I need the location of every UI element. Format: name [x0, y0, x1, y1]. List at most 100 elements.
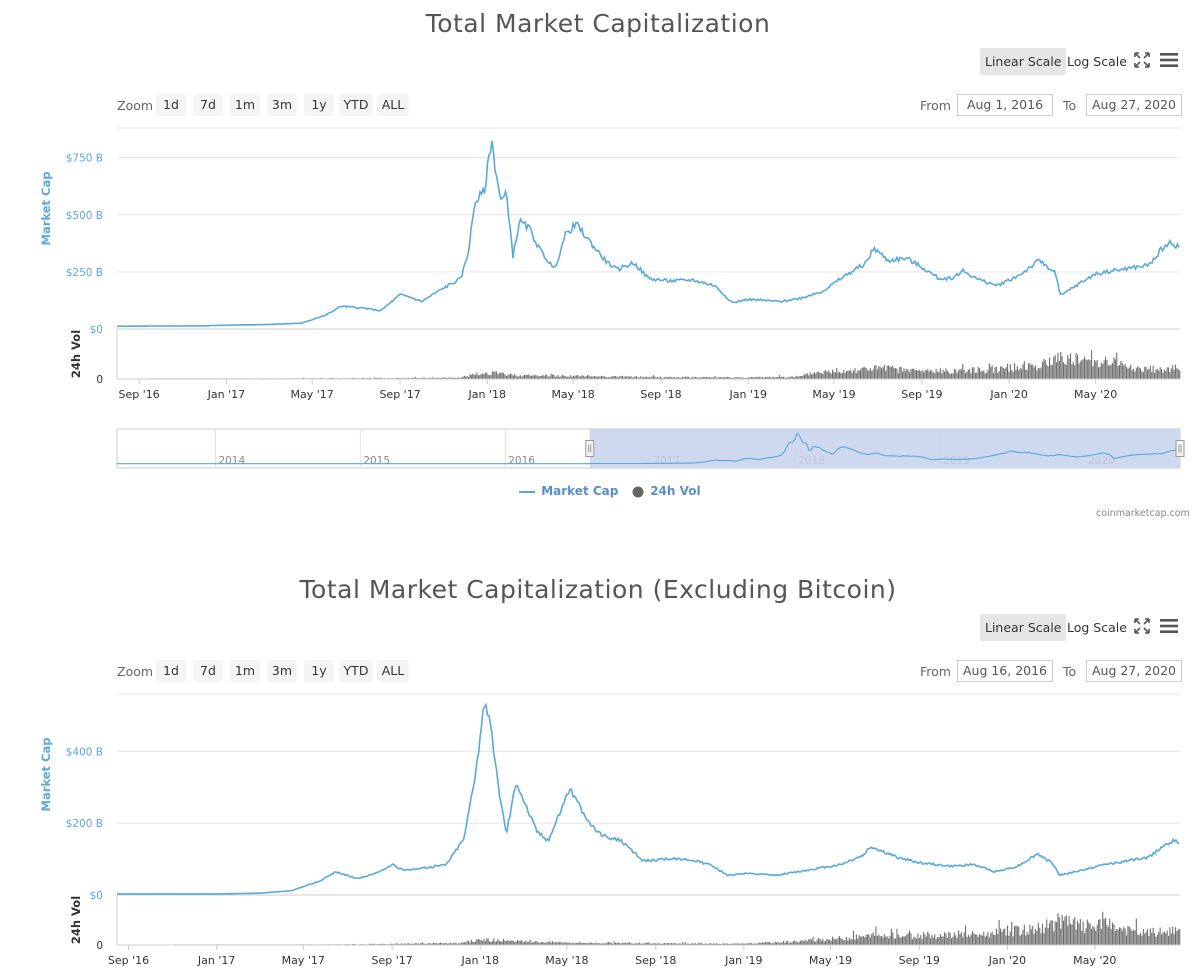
from-date-input[interactable]: Aug 1, 2016: [957, 94, 1053, 116]
zoom-button-1d[interactable]: 1d: [156, 94, 186, 116]
volume-bar: [986, 935, 988, 945]
volume-bar: [826, 371, 828, 379]
volume-bar: [1142, 372, 1144, 379]
volume-bar: [423, 377, 425, 379]
volume-bar: [1021, 934, 1023, 945]
linear-scale-button[interactable]: Linear Scale: [980, 614, 1067, 641]
log-scale-button[interactable]: Log Scale: [1067, 620, 1127, 635]
volume-bar: [609, 942, 611, 945]
volume-bar: [1138, 934, 1140, 945]
zoom-label: Zoom: [117, 98, 154, 113]
volume-bar: [981, 935, 983, 945]
zoom-button-7d[interactable]: 7d: [193, 94, 223, 116]
from-label: From: [920, 664, 951, 679]
zoom-button-1y[interactable]: 1y: [304, 660, 334, 682]
volume-bar: [441, 377, 443, 379]
volume-bar: [444, 377, 446, 379]
x-tick-label: Sep '17: [372, 954, 413, 967]
volume-bar: [955, 369, 957, 379]
volume-bar: [1000, 928, 1002, 945]
volume-bar: [1151, 372, 1153, 379]
zoom-button-1y[interactable]: 1y: [304, 94, 334, 116]
volume-bar: [827, 939, 829, 945]
volume-bar: [1137, 366, 1139, 379]
volume-bar: [759, 376, 761, 379]
zoom-button-3m[interactable]: 3m: [267, 94, 297, 116]
volume-bar: [482, 373, 484, 379]
volume-bar: [466, 376, 468, 379]
volume-bar: [538, 376, 540, 379]
to-date-input[interactable]: Aug 27, 2020: [1086, 660, 1182, 682]
volume-bar: [676, 943, 678, 945]
volume-bar: [473, 942, 475, 945]
legend-volume[interactable]: 24h Vol: [632, 484, 701, 498]
volume-bar: [932, 372, 934, 379]
volume-bar: [713, 943, 715, 945]
zoom-button-all[interactable]: ALL: [377, 660, 409, 682]
volume-bar: [931, 935, 933, 945]
navigator-right-handle[interactable]: [1175, 440, 1185, 457]
navigator-left-handle[interactable]: [585, 440, 595, 457]
volume-bar: [1044, 360, 1046, 379]
volume-bar: [599, 943, 601, 945]
volume-bar: [640, 376, 642, 379]
linear-scale-button[interactable]: Linear Scale: [980, 48, 1067, 75]
volume-bar: [1144, 366, 1146, 379]
volume-bar: [613, 941, 615, 945]
volume-bar: [626, 943, 628, 945]
volume-bar: [847, 940, 849, 945]
y-tick-label: $400 B: [66, 746, 103, 758]
from-date-input[interactable]: Aug 16, 2016: [957, 660, 1053, 682]
zoom-button-7d[interactable]: 7d: [193, 660, 223, 682]
zoom-button-3m[interactable]: 3m: [267, 660, 297, 682]
volume-bar: [1093, 927, 1095, 945]
navigator-year-label: 2015: [363, 455, 390, 467]
volume-bar: [917, 933, 919, 945]
volume-bar: [951, 373, 953, 379]
volume-bar: [514, 941, 516, 945]
zoom-button-1d[interactable]: 1d: [156, 660, 186, 682]
menu-icon[interactable]: [1160, 52, 1178, 68]
zoom-button-all[interactable]: ALL: [377, 94, 409, 116]
credit-link[interactable]: coinmarketcap.com: [1096, 508, 1190, 519]
volume-bar: [675, 942, 677, 945]
volume-bar: [521, 376, 523, 379]
volume-bar: [455, 377, 457, 379]
log-scale-button[interactable]: Log Scale: [1067, 54, 1127, 69]
menu-icon[interactable]: [1160, 618, 1178, 634]
volume-bar: [652, 375, 654, 379]
volume-bar: [930, 938, 932, 945]
volume-bar: [816, 940, 818, 945]
fullscreen-icon[interactable]: [1134, 618, 1150, 634]
volume-bar: [496, 371, 498, 379]
volume-bar: [857, 938, 859, 945]
volume-bar: [629, 377, 631, 379]
x-tick-label: Sep '19: [901, 388, 942, 401]
volume-bar: [470, 939, 472, 945]
zoom-button-ytd[interactable]: YTD: [339, 94, 373, 116]
volume-bar: [652, 943, 654, 945]
volume-bar: [749, 377, 751, 379]
volume-bar: [539, 942, 541, 945]
volume-bar: [853, 930, 855, 945]
zoom-button-1m[interactable]: 1m: [230, 660, 260, 682]
volume-bar: [575, 375, 577, 379]
zoom-button-ytd[interactable]: YTD: [339, 660, 373, 682]
zoom-button-1m[interactable]: 1m: [230, 94, 260, 116]
volume-bar: [879, 936, 881, 945]
y-tick-label: $500 B: [66, 210, 103, 222]
volume-bar: [808, 375, 810, 379]
volume-bar: [692, 377, 694, 379]
volume-bar: [545, 942, 547, 945]
volume-bar: [1044, 927, 1046, 945]
volume-bar: [1168, 935, 1170, 945]
legend-market-cap[interactable]: Market Cap: [519, 484, 618, 498]
volume-bar: [1072, 362, 1074, 379]
to-date-input[interactable]: Aug 27, 2020: [1086, 94, 1182, 116]
volume-bar: [608, 377, 610, 379]
volume-bar: [994, 934, 996, 945]
volume-bar: [620, 376, 622, 379]
volume-bar: [921, 939, 923, 945]
volume-bar: [1119, 927, 1121, 945]
fullscreen-icon[interactable]: [1134, 52, 1150, 68]
